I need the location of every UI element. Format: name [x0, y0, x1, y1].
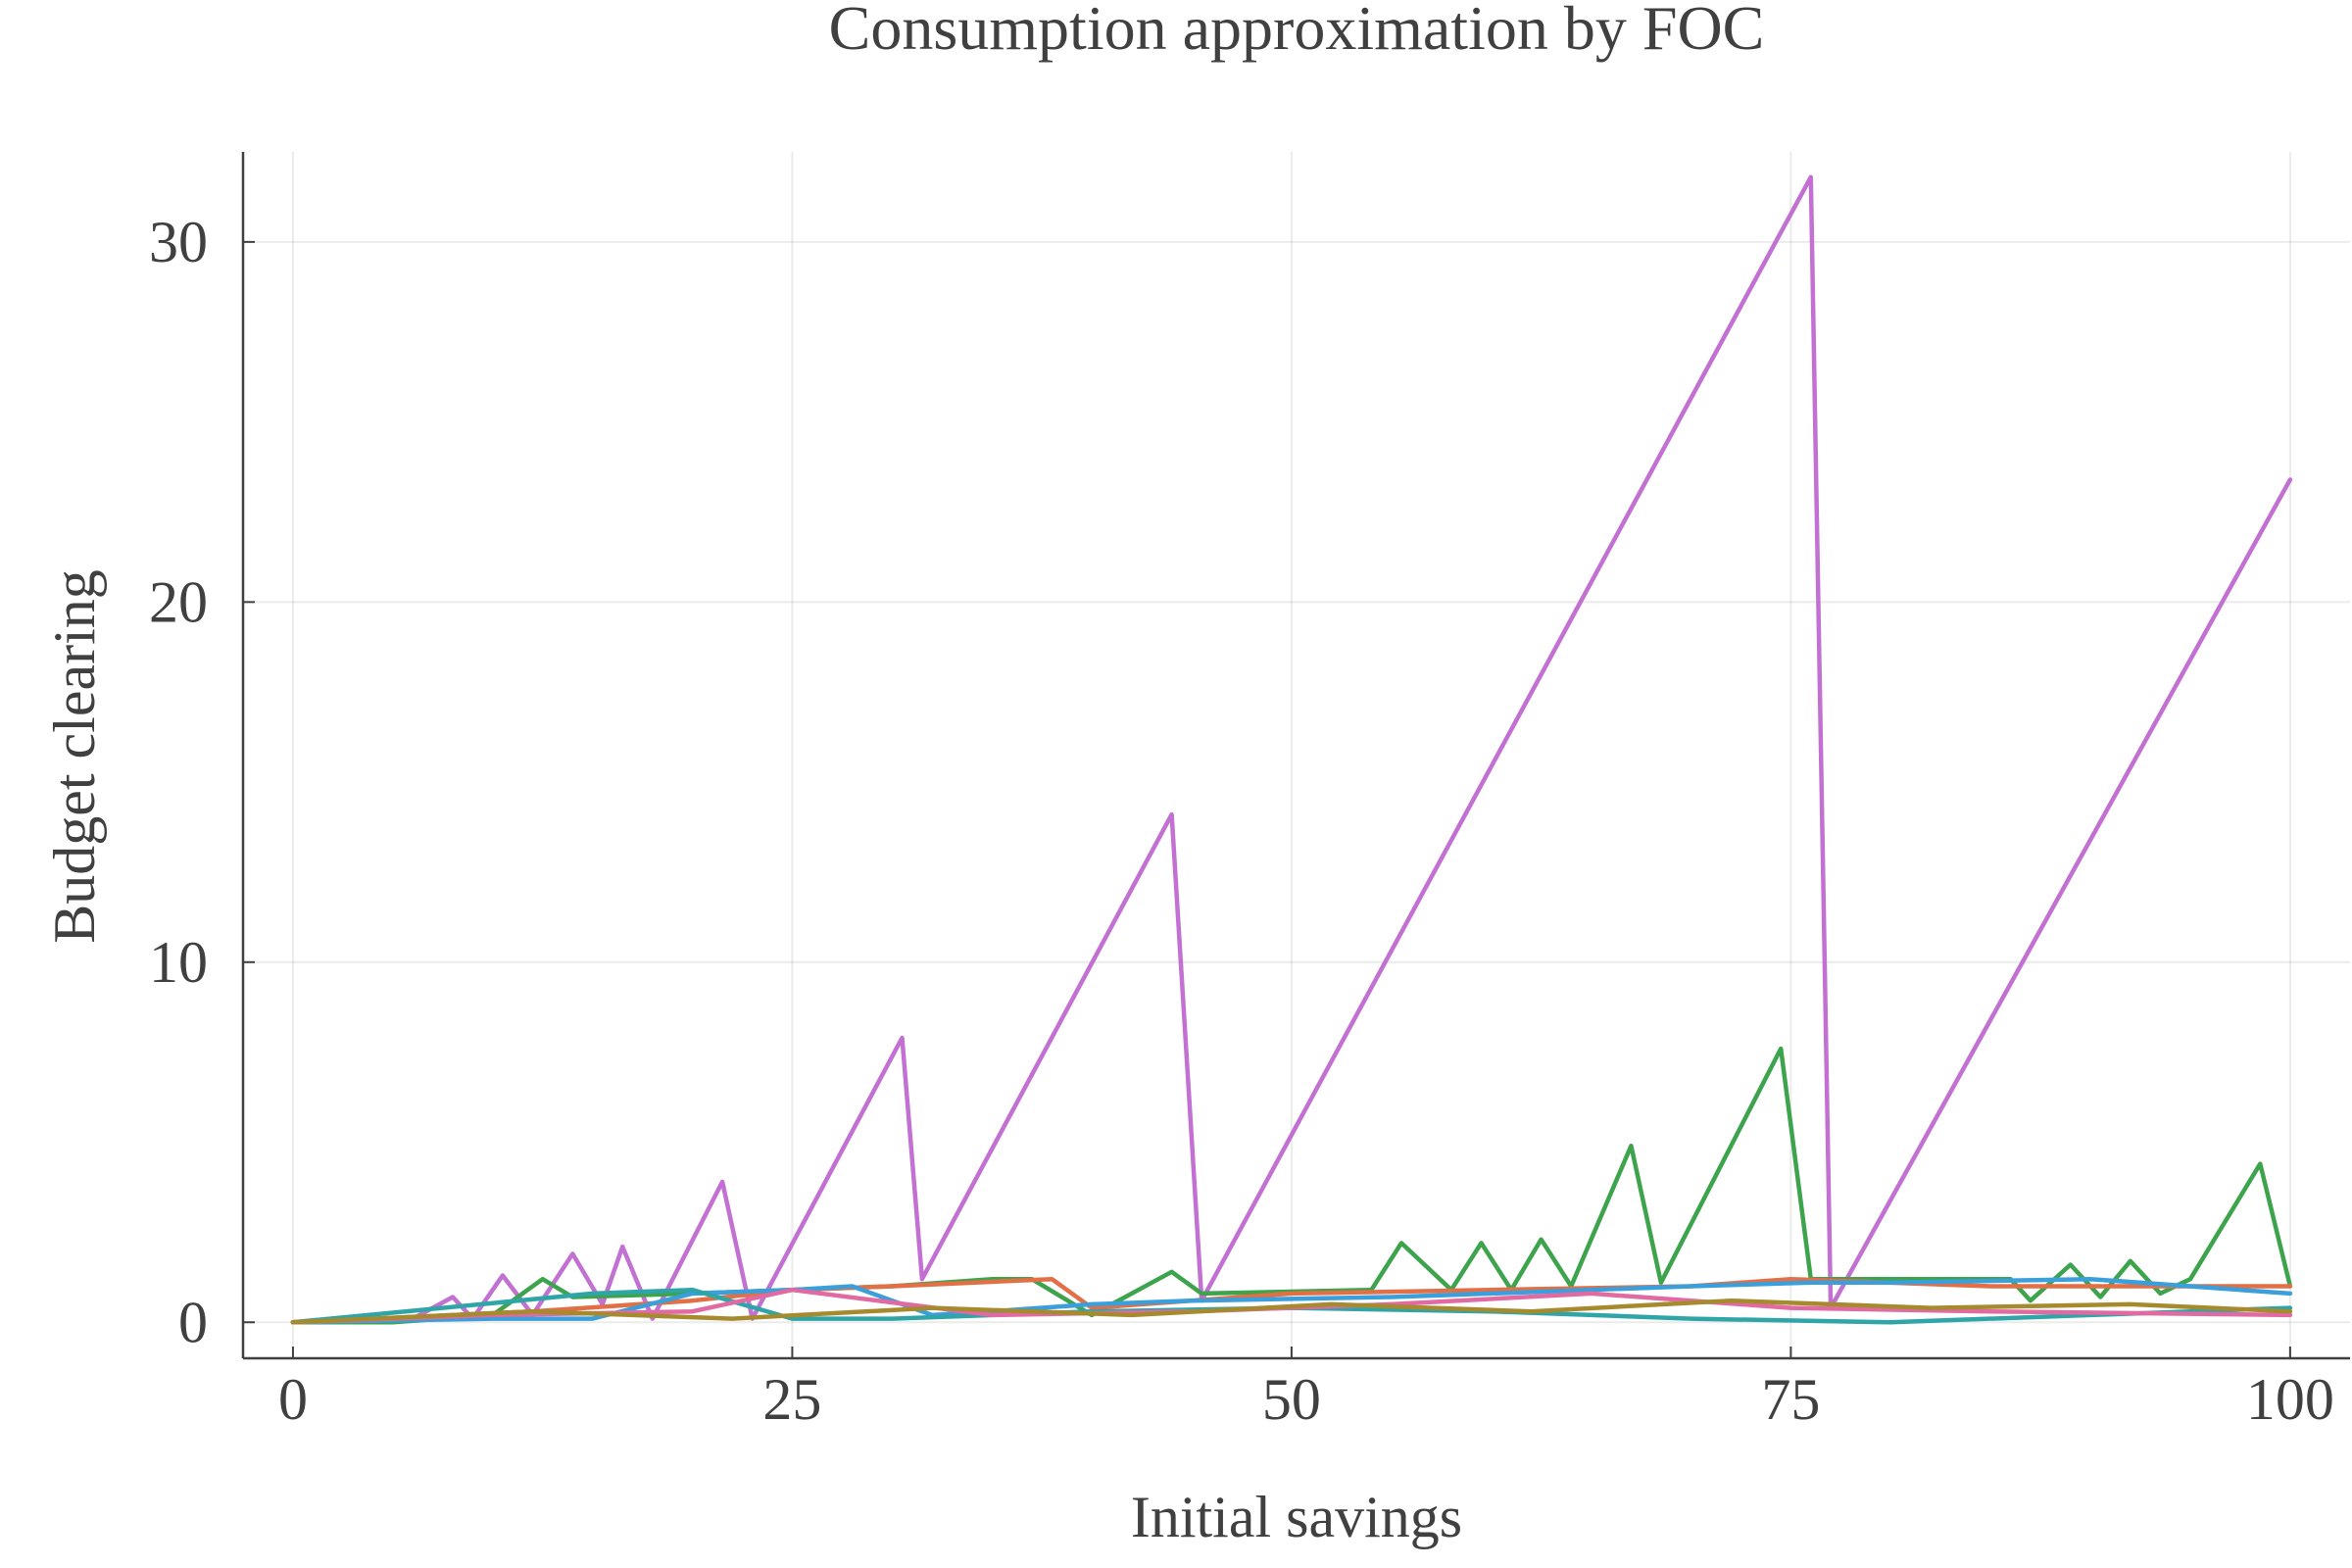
x-tick-label: 25	[762, 1367, 821, 1432]
x-tick-label: 0	[278, 1367, 308, 1432]
axes	[241, 152, 2350, 1360]
x-axis-label: Initial savings	[1131, 1485, 1462, 1549]
grid-lines	[243, 152, 2350, 1358]
y-tick-label: 20	[149, 569, 208, 634]
series-line-7	[290, 1298, 2293, 1325]
x-tick-label: 100	[2246, 1367, 2334, 1432]
y-tick-label: 10	[149, 930, 208, 995]
x-tick-label: 50	[1262, 1367, 1321, 1432]
y-axis-label: Budget clearing	[42, 569, 107, 944]
chart-title: Consumption approximation by FOC	[829, 0, 1765, 63]
x-tick-label: 75	[1761, 1367, 1820, 1432]
series-line-3	[290, 1276, 2293, 1325]
tick-labels: 0 25 50 75 100 0 10 20 30	[149, 210, 2334, 1432]
y-tick-label: 30	[149, 210, 208, 274]
y-tick-label: 0	[178, 1290, 208, 1354]
series-line-4	[290, 1276, 2293, 1325]
series-layer	[290, 174, 2293, 1325]
